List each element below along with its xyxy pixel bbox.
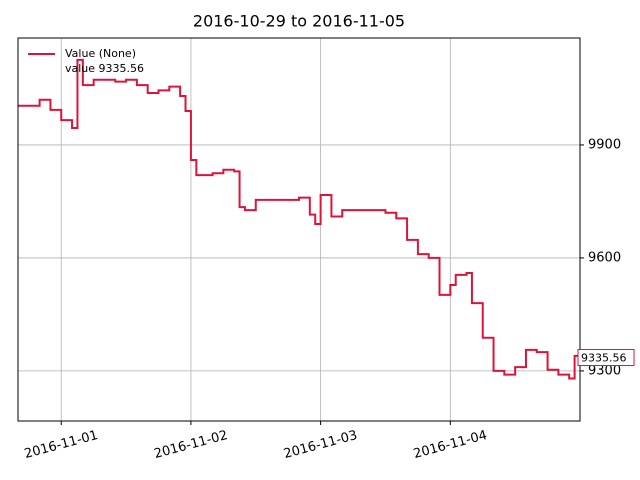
y-tick-label: 9600 (588, 250, 621, 265)
y-tick-label: 9900 (588, 137, 621, 152)
y-tick-label: 9300 (588, 363, 621, 378)
x-tick-label: 2016-11-01 (23, 428, 100, 462)
last-value-box (577, 349, 635, 367)
last-value-label: 9335.56 (581, 352, 627, 365)
x-tick-label: 2016-11-04 (412, 428, 489, 462)
legend-label: Value (None) (65, 47, 136, 60)
plot-frame (17, 37, 581, 422)
x-tick-label: 2016-11-03 (282, 428, 359, 462)
chart-title: 2016-10-29 to 2016-11-05 (193, 12, 405, 31)
legend-value: value 9335.56 (65, 62, 144, 75)
x-tick-label: 2016-11-02 (152, 428, 229, 462)
data-line (18, 58, 581, 380)
